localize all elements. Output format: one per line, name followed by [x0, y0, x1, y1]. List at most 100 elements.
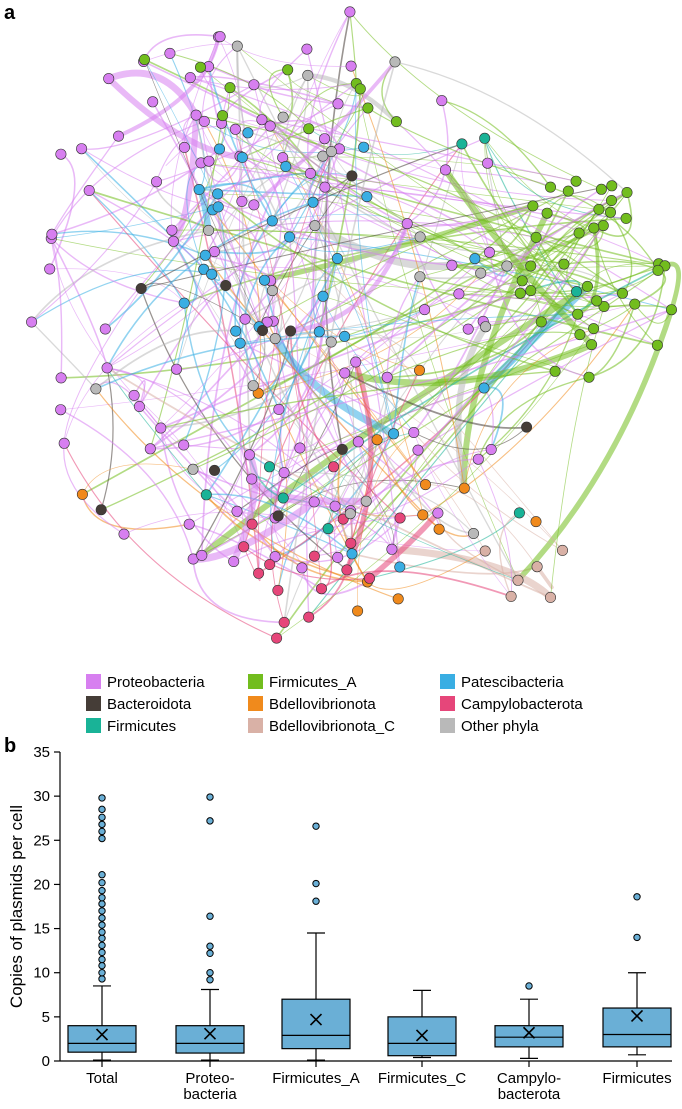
- network-edge: [133, 380, 146, 407]
- network-node: [269, 333, 281, 345]
- network-node: [325, 336, 337, 348]
- network-node: [616, 287, 628, 299]
- network-edge: [334, 433, 394, 558]
- network-node: [652, 264, 664, 276]
- network-node: [193, 184, 205, 196]
- legend-label: Bdellovibrionota: [269, 696, 376, 713]
- legend-label: Proteobacteria: [107, 674, 205, 691]
- network-node: [363, 572, 375, 584]
- network-node: [325, 146, 337, 158]
- y-tick-label: 15: [33, 921, 50, 938]
- network-edge: [367, 107, 551, 188]
- network-node: [319, 181, 331, 193]
- network-node: [135, 282, 147, 294]
- panel-a-label: a: [4, 2, 16, 24]
- outlier-point: [312, 897, 320, 905]
- network-node: [242, 127, 254, 139]
- legend-item: Proteobacteria: [86, 674, 205, 692]
- network-node: [414, 271, 426, 283]
- network-edge: [50, 238, 108, 369]
- network-node: [302, 69, 314, 81]
- box: [175, 1025, 245, 1054]
- network-node: [549, 365, 561, 377]
- network-edge: [239, 155, 255, 179]
- network-node: [55, 372, 67, 384]
- network-node: [224, 82, 236, 94]
- network-edge: [350, 370, 420, 544]
- box-group: Firmicutes_C: [378, 989, 466, 1087]
- network-node: [178, 141, 190, 153]
- network-node: [278, 616, 290, 628]
- network-node: [388, 428, 400, 440]
- network-node: [329, 500, 341, 512]
- network-edge: [244, 236, 421, 320]
- network-node: [620, 212, 632, 224]
- legend-label: Campylobacterota: [461, 696, 583, 713]
- outlier-point: [206, 949, 214, 957]
- network-edge: [243, 546, 370, 581]
- network-node: [362, 102, 374, 114]
- network-edge: [253, 84, 368, 109]
- outlier-point: [206, 793, 214, 801]
- legend-swatch: [248, 674, 263, 689]
- outlier-point: [312, 822, 320, 830]
- network-node: [414, 231, 426, 243]
- network-node: [562, 185, 574, 197]
- network-node: [315, 583, 327, 595]
- network-edge: [484, 138, 579, 315]
- network-edge: [413, 432, 563, 551]
- network-node: [253, 567, 265, 579]
- network-edge: [262, 330, 563, 551]
- x-tick-label: Firmicutes_A: [272, 1070, 360, 1087]
- network-edge: [349, 11, 602, 190]
- network-node: [230, 325, 242, 337]
- network-edge: [190, 77, 672, 311]
- network-node: [200, 489, 212, 501]
- network-edge: [499, 512, 520, 597]
- network-edge: [140, 143, 463, 290]
- legend-label: Patescibacteria: [461, 674, 564, 691]
- network-node: [296, 562, 308, 574]
- network-node: [256, 114, 268, 126]
- network-node: [525, 260, 537, 272]
- network-node: [505, 590, 517, 602]
- network-edge: [95, 335, 345, 390]
- legend-item: Firmicutes: [86, 718, 176, 736]
- network-node: [144, 443, 156, 455]
- legend-swatch: [248, 696, 263, 711]
- network-node: [419, 304, 431, 316]
- network-edge: [208, 230, 285, 473]
- network-node: [273, 403, 285, 415]
- network-node: [479, 132, 491, 144]
- network-edge: [143, 43, 238, 62]
- network-edge: [324, 186, 659, 265]
- network-edge: [477, 458, 513, 597]
- outlier-point: [98, 893, 106, 902]
- network-edge: [417, 309, 672, 451]
- network-node: [303, 611, 315, 623]
- network-edge: [239, 155, 658, 346]
- network-node: [344, 6, 356, 18]
- network-node: [178, 439, 190, 451]
- network-node: [479, 545, 491, 557]
- network-edge: [344, 280, 523, 337]
- network-edge: [634, 269, 666, 305]
- network-edge: [289, 236, 421, 253]
- network-node: [621, 187, 633, 199]
- network-node: [595, 183, 607, 195]
- network-edge: [376, 439, 474, 535]
- network-edge: [100, 191, 628, 511]
- network-node: [198, 115, 210, 127]
- network-node: [236, 195, 248, 207]
- network-edge: [149, 295, 324, 450]
- network-node: [352, 436, 364, 448]
- network-edge: [51, 206, 219, 239]
- network-node: [229, 123, 241, 135]
- network-node: [483, 246, 495, 258]
- network-node: [238, 541, 250, 553]
- network-edge: [50, 237, 185, 304]
- network-edge: [282, 157, 394, 434]
- network-edge: [195, 114, 351, 515]
- network-node: [46, 228, 58, 240]
- network-node: [234, 337, 246, 349]
